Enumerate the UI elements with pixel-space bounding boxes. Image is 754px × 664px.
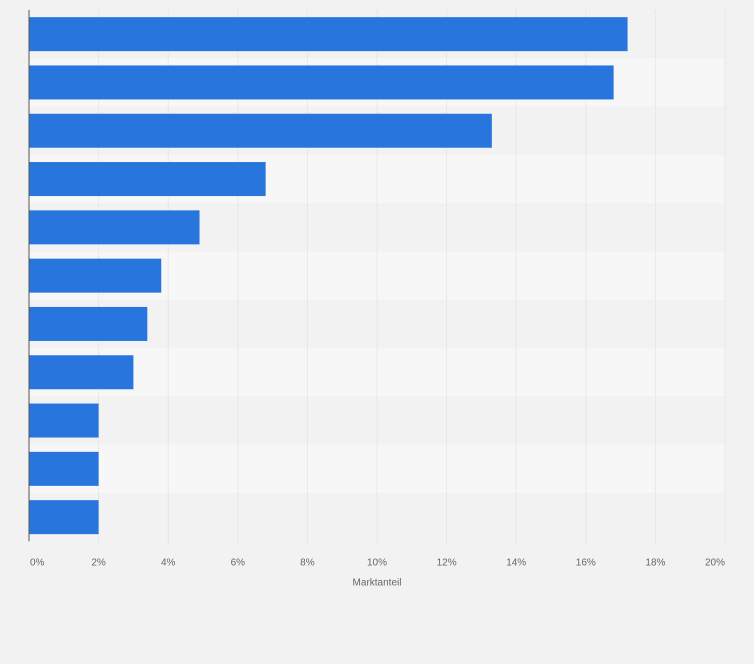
- bar: [29, 500, 99, 535]
- x-tick-label: 20%: [705, 557, 725, 568]
- x-tick-label: 6%: [231, 557, 246, 568]
- bar: [29, 451, 99, 486]
- row-band: [29, 493, 725, 542]
- bar: [29, 162, 266, 197]
- x-tick-label: 18%: [645, 557, 665, 568]
- x-axis-ticks: 0% 2% 4% 6% 8% 10% 12% 14% 16% 18% 20%: [30, 557, 725, 568]
- x-tick-label: 16%: [576, 557, 596, 568]
- bar: [29, 306, 148, 341]
- bar: [29, 403, 99, 438]
- bar: [29, 17, 628, 52]
- bars: [29, 17, 628, 535]
- x-tick-label: 14%: [506, 557, 526, 568]
- bar: [29, 355, 134, 390]
- x-tick-label: 2%: [91, 557, 106, 568]
- bar: [29, 258, 162, 293]
- x-tick-label: 4%: [161, 557, 176, 568]
- bar: [29, 210, 200, 245]
- x-tick-label: 12%: [437, 557, 457, 568]
- x-axis-label: Marktanteil: [353, 577, 402, 588]
- x-tick-label: 8%: [300, 557, 315, 568]
- bar: [29, 113, 492, 148]
- x-tick-label: 0%: [30, 557, 45, 568]
- bar: [29, 65, 614, 100]
- x-tick-label: 10%: [367, 557, 387, 568]
